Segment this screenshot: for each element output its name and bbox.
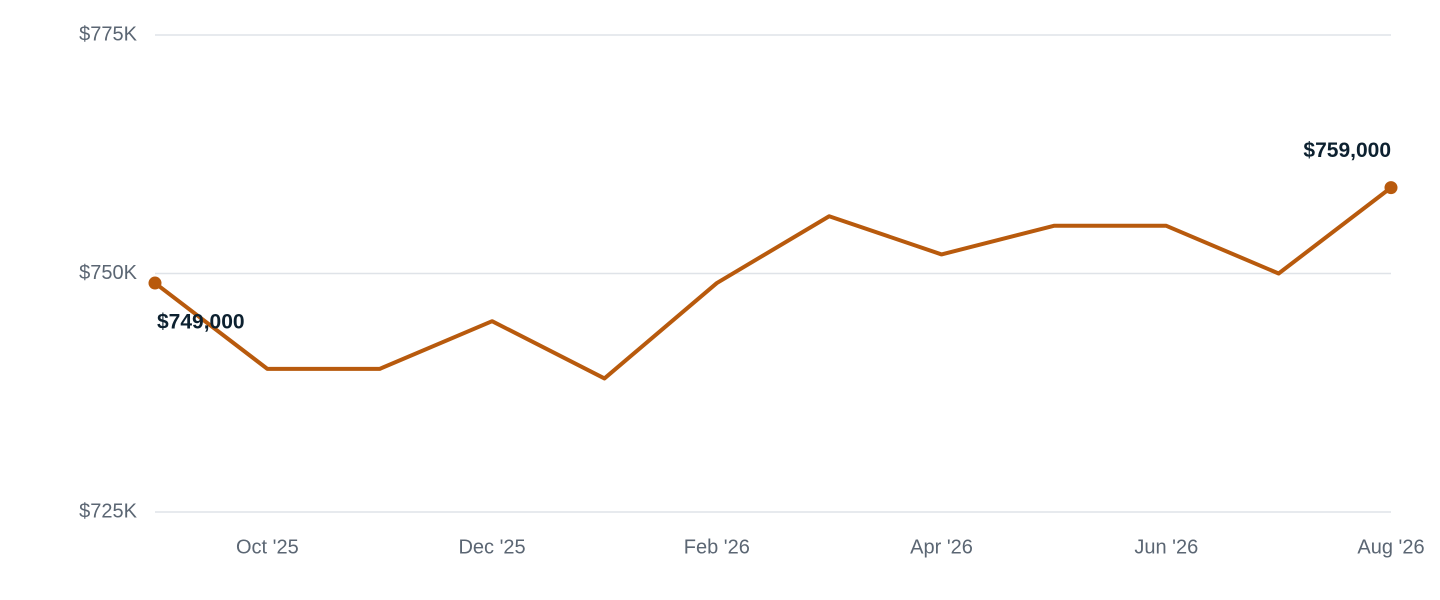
series-line [153, 185, 1393, 381]
y-axis-labels: $725K $750K $775K [79, 23, 137, 522]
y-tick-label: $725K [79, 500, 137, 522]
gridlines [155, 34, 1391, 513]
x-tick-label: Aug '26 [1357, 536, 1424, 558]
x-tick-label: Oct '25 [236, 536, 299, 558]
data-label: $759,000 [1303, 139, 1391, 162]
y-tick-label: $775K [79, 23, 137, 45]
data-point-marker[interactable] [1384, 181, 1398, 195]
x-tick-label: Feb '26 [684, 536, 750, 558]
data-points [148, 181, 1398, 290]
y-tick-label: $750K [79, 262, 137, 284]
x-tick-label: Dec '25 [458, 536, 525, 558]
series-layer [153, 185, 1393, 381]
x-tick-label: Apr '26 [910, 536, 973, 558]
x-axis-labels: Oct '25 Dec '25 Feb '26 Apr '26 Jun '26 Aug '… [236, 536, 1425, 558]
data-point-marker[interactable] [148, 276, 162, 290]
x-tick-label: Jun '26 [1134, 536, 1198, 558]
data-labels: $749,000 $759,000 [157, 139, 1391, 333]
data-label: $749,000 [157, 311, 245, 334]
